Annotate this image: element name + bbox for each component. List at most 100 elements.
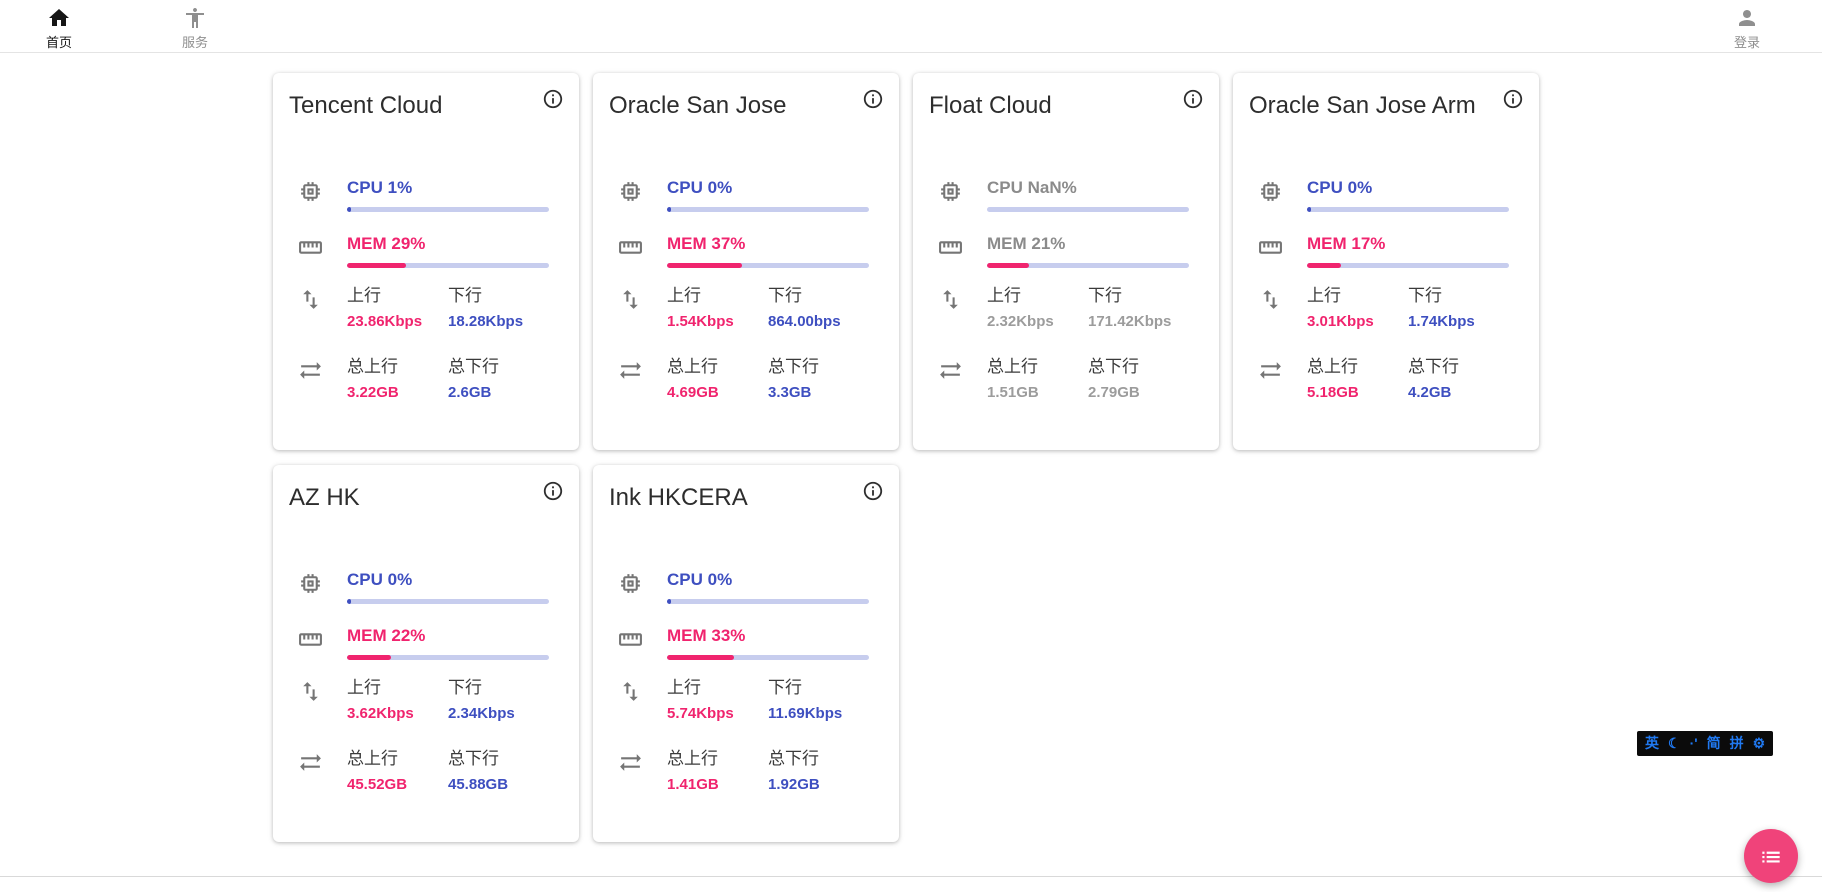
total-up-label: 总上行: [667, 357, 718, 376]
cpu-chip-icon: [929, 178, 987, 212]
total-down-value: 2.79GB: [1088, 384, 1140, 401]
info-button[interactable]: [1182, 88, 1206, 112]
swap-vert-icon: [289, 286, 347, 331]
server-card: AZ HK CPU 0% MEM 22%: [273, 465, 579, 842]
total-down-label: 总下行: [768, 357, 819, 376]
total-up-label: 总上行: [987, 357, 1038, 376]
mem-row: MEM 17%: [1249, 234, 1523, 268]
total-row: 总上行 5.18GB 总下行 4.2GB: [1249, 357, 1523, 402]
swap-horiz-icon: [1249, 357, 1307, 402]
speed-row: 上行 1.54Kbps 下行 864.00bps: [609, 286, 883, 331]
total-up-label: 总上行: [1307, 357, 1358, 376]
memory-ruler-icon: [609, 626, 667, 660]
info-icon: [1503, 89, 1523, 109]
mem-progress-bar: [667, 263, 869, 268]
total-up-label: 总上行: [347, 357, 398, 376]
info-button[interactable]: [862, 88, 886, 112]
total-row: 总上行 1.51GB 总下行 2.79GB: [929, 357, 1203, 402]
cpu-row: CPU 0%: [289, 570, 563, 604]
mem-row: MEM 37%: [609, 234, 883, 268]
down-label: 下行: [1088, 286, 1122, 305]
server-name: AZ HK: [289, 484, 360, 511]
cpu-row: CPU 0%: [609, 570, 883, 604]
up-label: 上行: [987, 286, 1021, 305]
nav-services-label: 服务: [181, 34, 208, 50]
info-button[interactable]: [542, 480, 566, 504]
mem-row: MEM 29%: [289, 234, 563, 268]
swap-vert-icon: [1249, 286, 1307, 331]
server-name: Oracle San Jose Arm: [1249, 92, 1476, 119]
info-button[interactable]: [542, 88, 566, 112]
total-down-value: 3.3GB: [768, 384, 812, 401]
cpu-label: CPU 0%: [667, 178, 733, 197]
top-nav: 首页 服务 登录: [0, 0, 1822, 53]
down-label: 下行: [1408, 286, 1442, 305]
nav-item-login[interactable]: 登录: [1714, 2, 1780, 51]
up-speed-value: 3.62Kbps: [347, 705, 414, 722]
nav-login-label: 登录: [1733, 34, 1760, 50]
mem-progress-bar: [1307, 263, 1509, 268]
total-up-value: 1.51GB: [987, 384, 1039, 401]
info-icon: [863, 89, 883, 109]
down-label: 下行: [768, 286, 802, 305]
cpu-label: CPU 0%: [667, 570, 733, 589]
info-icon: [543, 89, 563, 109]
ime-simplified-toggle[interactable]: 简: [1706, 735, 1721, 751]
down-speed-value: 2.34Kbps: [448, 705, 515, 722]
total-up-value: 4.69GB: [667, 384, 719, 401]
mem-row: MEM 22%: [289, 626, 563, 660]
memory-ruler-icon: [289, 626, 347, 660]
up-label: 上行: [667, 286, 701, 305]
cpu-row: CPU 0%: [609, 178, 883, 212]
total-down-label: 总下行: [448, 357, 499, 376]
up-speed-value: 23.86Kbps: [347, 313, 423, 330]
up-speed-value: 3.01Kbps: [1307, 313, 1374, 330]
speed-row: 上行 2.32Kbps 下行 171.42Kbps: [929, 286, 1203, 331]
list-icon: [1762, 851, 1780, 863]
ime-punctuation-toggle[interactable]: ·': [1689, 735, 1698, 751]
total-up-value: 45.52GB: [347, 776, 408, 793]
total-down-value: 1.92GB: [768, 776, 820, 793]
ime-moon-icon[interactable]: ☾: [1668, 735, 1681, 751]
swap-horiz-icon: [289, 749, 347, 794]
home-icon: [49, 8, 69, 26]
person-icon: [1739, 9, 1755, 26]
swap-horiz-icon: [929, 357, 987, 402]
ime-lang-toggle[interactable]: 英: [1645, 735, 1659, 751]
total-up-value: 3.22GB: [347, 384, 399, 401]
info-button[interactable]: [862, 480, 886, 504]
mem-label: MEM 22%: [347, 626, 426, 645]
server-card: Float Cloud CPU NaN% MEM 21%: [913, 73, 1219, 450]
down-speed-value: 11.69Kbps: [768, 705, 843, 722]
total-up-value: 5.18GB: [1307, 384, 1359, 401]
server-name: Float Cloud: [929, 92, 1052, 119]
down-speed-value: 171.42Kbps: [1088, 313, 1172, 330]
down-label: 下行: [768, 678, 802, 697]
cpu-progress-bar: [347, 599, 549, 604]
total-up-label: 总上行: [347, 749, 398, 768]
mem-label: MEM 21%: [987, 234, 1066, 253]
server-name: Ink HKCERA: [609, 484, 748, 511]
ime-settings-gear-icon[interactable]: ⚙: [1752, 735, 1766, 751]
memory-ruler-icon: [929, 234, 987, 268]
mem-progress-bar: [987, 263, 1189, 268]
cpu-chip-icon: [289, 178, 347, 212]
total-row: 总上行 1.41GB 总下行 1.92GB: [609, 749, 883, 794]
cpu-row: CPU 0%: [1249, 178, 1523, 212]
nav-item-home[interactable]: 首页: [26, 2, 92, 51]
info-icon: [1183, 89, 1203, 109]
mem-label: MEM 37%: [667, 234, 746, 253]
mem-progress-bar: [347, 263, 549, 268]
nav-home-label: 首页: [45, 34, 72, 50]
total-up-value: 1.41GB: [667, 776, 719, 793]
nav-item-services[interactable]: 服务: [162, 2, 228, 51]
info-button[interactable]: [1502, 88, 1526, 112]
ime-pinyin-indicator[interactable]: 拼: [1729, 735, 1744, 751]
server-card: Oracle San Jose Arm CPU 0% MEM 17%: [1233, 73, 1539, 450]
cpu-progress-bar: [987, 207, 1189, 212]
footer-divider: [0, 876, 1822, 877]
server-list-fab[interactable]: [1744, 829, 1798, 883]
total-up-label: 总上行: [667, 749, 718, 768]
info-icon: [863, 481, 883, 501]
cpu-label: CPU 0%: [347, 570, 413, 589]
